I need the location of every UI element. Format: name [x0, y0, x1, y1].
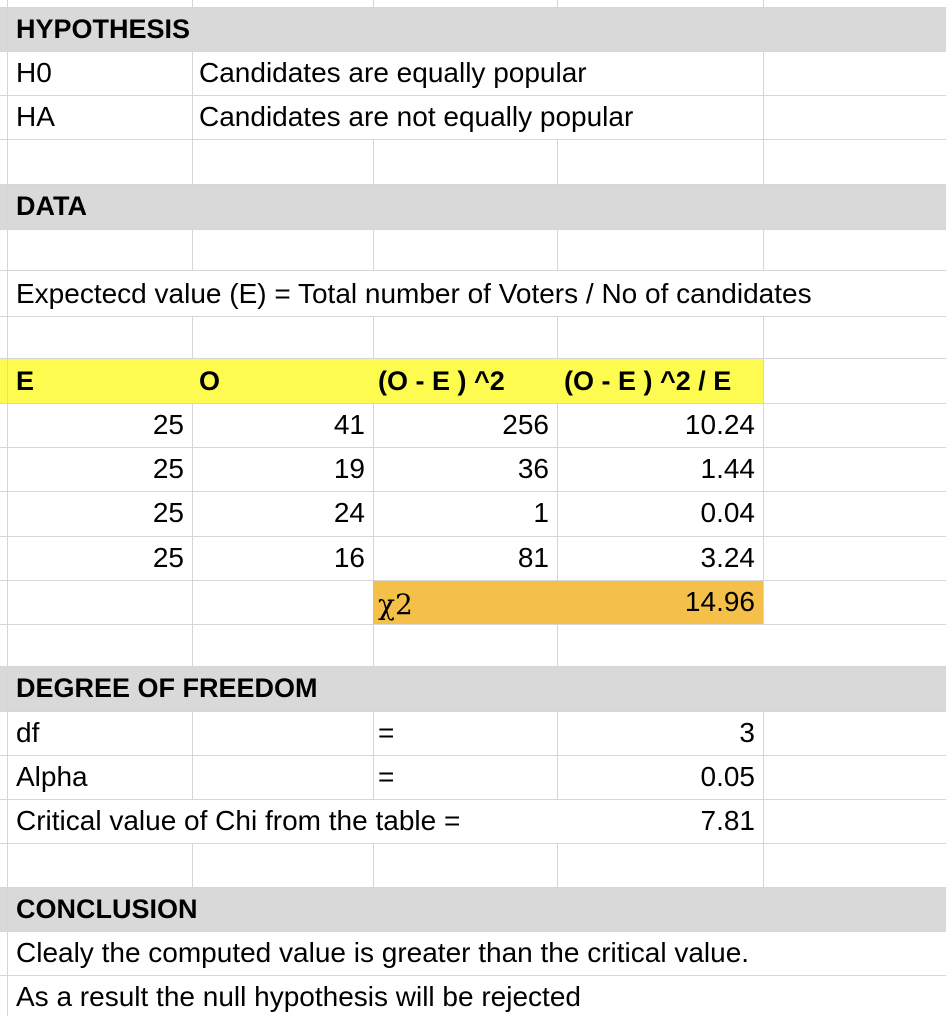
critical-value-label[interactable]: Critical value of Chi from the table =	[16, 805, 461, 836]
cell-o[interactable]: 16	[333, 542, 365, 573]
cell-sq-diff[interactable]: 256	[502, 409, 549, 440]
conclusion-header-fill	[0, 887, 946, 931]
data-heading[interactable]: DATA	[16, 191, 87, 221]
cell-e[interactable]: 25	[152, 497, 184, 528]
df-value[interactable]: 3	[739, 717, 755, 748]
chi-square-fill	[373, 580, 763, 624]
table-header-o-minus-e-squared[interactable]: (O - E ) ^2	[378, 366, 505, 396]
alpha-label[interactable]: Alpha	[16, 761, 88, 792]
df-equals[interactable]: =	[378, 717, 395, 748]
cell-chi-part[interactable]: 3.24	[700, 542, 756, 573]
table-header-chi-component[interactable]: (O - E ) ^2 / E	[564, 366, 732, 396]
ha-text[interactable]: Candidates are not equally popular	[199, 101, 634, 132]
cell-o[interactable]: 19	[333, 453, 365, 484]
dof-header-fill	[0, 666, 946, 711]
h0-label[interactable]: H0	[16, 57, 52, 88]
cell-sq-diff[interactable]: 81	[517, 542, 549, 573]
data-header-fill	[0, 184, 946, 229]
h0-text[interactable]: Candidates are equally popular	[199, 57, 587, 88]
conclusion-line-1[interactable]: Clealy the computed value is greater tha…	[16, 937, 750, 968]
critical-value[interactable]: 7.81	[700, 805, 756, 836]
cell-o[interactable]: 41	[333, 409, 365, 440]
conclusion-heading[interactable]: CONCLUSION	[16, 894, 198, 924]
cell-sq-diff[interactable]: 36	[517, 453, 549, 484]
alpha-equals[interactable]: =	[378, 761, 395, 792]
dof-heading[interactable]: DEGREE OF FREEDOM	[16, 673, 318, 703]
cell-o[interactable]: 24	[333, 497, 365, 528]
cell-e[interactable]: 25	[152, 409, 184, 440]
df-label[interactable]: df	[16, 717, 40, 748]
conclusion-line-2[interactable]: As a result the null hypothesis will be …	[16, 981, 581, 1012]
cell-e[interactable]: 25	[152, 453, 184, 484]
ha-label[interactable]: HA	[16, 101, 55, 132]
table-header-fill	[0, 358, 763, 403]
cell-chi-part[interactable]: 1.44	[700, 453, 756, 484]
cell-e[interactable]: 25	[152, 542, 184, 573]
expected-value-formula[interactable]: Expectecd value (E) = Total number of Vo…	[16, 278, 812, 309]
table-header-o[interactable]: O	[199, 366, 221, 396]
cell-sq-diff[interactable]: 1	[533, 497, 549, 528]
chi-square-value[interactable]: 14.96	[684, 586, 755, 617]
hypothesis-header-fill	[0, 7, 946, 51]
alpha-value[interactable]: 0.05	[700, 761, 756, 792]
cell-chi-part[interactable]: 0.04	[700, 497, 756, 528]
hypothesis-heading[interactable]: HYPOTHESIS	[16, 14, 191, 44]
table-header-e[interactable]: E	[16, 366, 35, 396]
cell-chi-part[interactable]: 10.24	[684, 409, 755, 440]
chi-square-label[interactable]: χ2	[378, 588, 413, 621]
